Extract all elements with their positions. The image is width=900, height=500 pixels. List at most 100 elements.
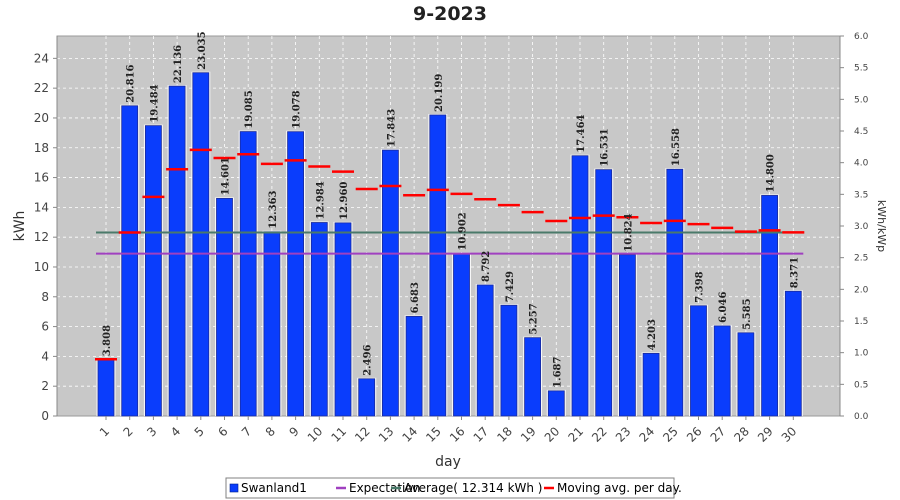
x-tick-label: 16 xyxy=(447,424,468,445)
bar xyxy=(476,284,494,417)
y2-axis-title: kWh/kWp xyxy=(875,200,888,252)
legend: Swanland1 Expectation Average( 12.314 kW… xyxy=(225,477,682,499)
x-tick-label: 28 xyxy=(731,424,752,445)
x-tick-label: 5 xyxy=(192,424,207,439)
y2-tick-label: 2.0 xyxy=(854,285,869,295)
x-tick-label: 27 xyxy=(708,424,729,445)
bar-value-label: 5.585 xyxy=(742,298,753,329)
x-tick-label: 2 xyxy=(121,424,136,439)
bar xyxy=(192,72,210,417)
legend-swatch-swanland1 xyxy=(229,483,239,493)
bar xyxy=(500,304,518,417)
bar xyxy=(168,85,186,417)
bar xyxy=(287,131,305,417)
x-tick-label: 4 xyxy=(168,424,183,439)
bar-value-label: 6.046 xyxy=(718,292,729,323)
bar-value-label: 20.199 xyxy=(434,74,445,112)
y-tick-label: 10 xyxy=(34,260,49,274)
bar-value-label: 17.464 xyxy=(576,114,587,152)
bar xyxy=(690,305,707,417)
y-tick-label: 22 xyxy=(34,81,49,95)
bar xyxy=(713,325,731,417)
bar xyxy=(97,358,115,417)
y2-tick-label: 1.0 xyxy=(854,349,869,359)
x-axis-title: day xyxy=(435,454,461,470)
bar-value-label: 3.808 xyxy=(102,325,113,356)
bar xyxy=(405,316,423,417)
x-tick-label: 20 xyxy=(542,424,563,445)
y-tick-label: 20 xyxy=(34,111,49,125)
bar xyxy=(784,290,802,417)
x-tick-label: 19 xyxy=(518,424,539,445)
bar-value-label: 20.816 xyxy=(126,64,137,102)
bar xyxy=(121,105,139,417)
bar-value-label: 4.203 xyxy=(647,319,658,350)
bar xyxy=(524,337,541,417)
x-tick-label: 12 xyxy=(352,424,373,445)
bar xyxy=(737,332,755,417)
bar-value-label: 12.984 xyxy=(315,181,326,219)
bar xyxy=(381,149,399,417)
x-tick-label: 1 xyxy=(97,424,112,439)
x-tick-label: 3 xyxy=(144,424,159,439)
x-tick-label: 13 xyxy=(376,424,397,445)
legend-label-swanland1: Swanland1 xyxy=(241,481,307,495)
bar-value-label: 14.800 xyxy=(766,154,777,192)
bar xyxy=(358,378,376,417)
bar-value-label: 16.531 xyxy=(600,128,611,166)
bar-value-label: 7.398 xyxy=(695,271,706,302)
x-tick-label: 6 xyxy=(215,424,230,439)
y2-tick-label: 0.5 xyxy=(854,380,868,390)
x-tick-label: 10 xyxy=(305,424,326,445)
y-axis-title: kWh xyxy=(12,211,28,242)
legend-label-average: Average( 12.314 kWh ) xyxy=(404,481,543,495)
x-tick-label: 18 xyxy=(494,424,515,445)
bar xyxy=(310,222,328,417)
x-tick-label: 30 xyxy=(779,424,800,445)
bar-value-label: 2.496 xyxy=(363,344,374,375)
bar-value-label: 19.078 xyxy=(292,90,303,128)
x-tick-label: 17 xyxy=(471,424,492,445)
bar xyxy=(761,195,778,417)
y-tick-label: 8 xyxy=(41,290,49,304)
y2-tick-label: 4.5 xyxy=(854,127,868,137)
y-tick-label: 18 xyxy=(34,141,49,155)
value-labels: 3.808 20.816 19.484 22.136 23.035 14.601 19.08… xyxy=(102,31,800,387)
y2-tick-label: 3.0 xyxy=(854,222,869,232)
x-axis: 1 2 3 4 5 6 7 8 9 10 11 12 13 14 15 16 17 18 19 20 21 22 23 24 2… xyxy=(97,416,800,445)
y-tick-label: 16 xyxy=(34,171,49,185)
x-tick-label: 9 xyxy=(286,424,301,439)
x-tick-label: 21 xyxy=(565,424,586,445)
bar-value-label: 6.683 xyxy=(410,282,421,313)
y-tick-label: 2 xyxy=(41,379,49,393)
x-tick-label: 23 xyxy=(613,424,634,445)
bar-value-label: 8.371 xyxy=(789,257,800,288)
y-axis-right: 0.0 0.5 1.0 1.5 2.0 2.5 3.0 3.5 4.0 4.5 5.0 5.5 6.0 xyxy=(839,32,869,422)
bar xyxy=(571,155,589,417)
bar-value-label: 8.792 xyxy=(481,251,492,282)
x-tick-label: 15 xyxy=(423,424,444,445)
bar-value-label: 22.136 xyxy=(173,45,184,83)
bar-value-label: 16.558 xyxy=(671,128,682,166)
legend-box xyxy=(225,477,675,499)
y-tick-label: 0 xyxy=(41,409,49,423)
y2-tick-label: 0.0 xyxy=(854,412,869,422)
bar xyxy=(334,222,352,417)
x-tick-label: 14 xyxy=(400,424,421,445)
bar xyxy=(666,168,684,417)
y-tick-label: 6 xyxy=(41,320,49,334)
reference-lines xyxy=(96,231,804,255)
y2-tick-label: 1.5 xyxy=(854,317,868,327)
y2-tick-label: 2.5 xyxy=(854,254,868,264)
bar-value-label: 12.960 xyxy=(339,182,350,220)
y-tick-label: 24 xyxy=(34,51,49,65)
y2-tick-label: 4.0 xyxy=(854,159,869,169)
y2-tick-label: 3.5 xyxy=(854,190,868,200)
x-tick-label: 22 xyxy=(589,424,610,445)
bar xyxy=(263,231,281,417)
x-tick-label: 8 xyxy=(263,424,278,439)
bar-value-label: 17.843 xyxy=(386,109,397,147)
x-tick-label: 7 xyxy=(239,424,254,439)
